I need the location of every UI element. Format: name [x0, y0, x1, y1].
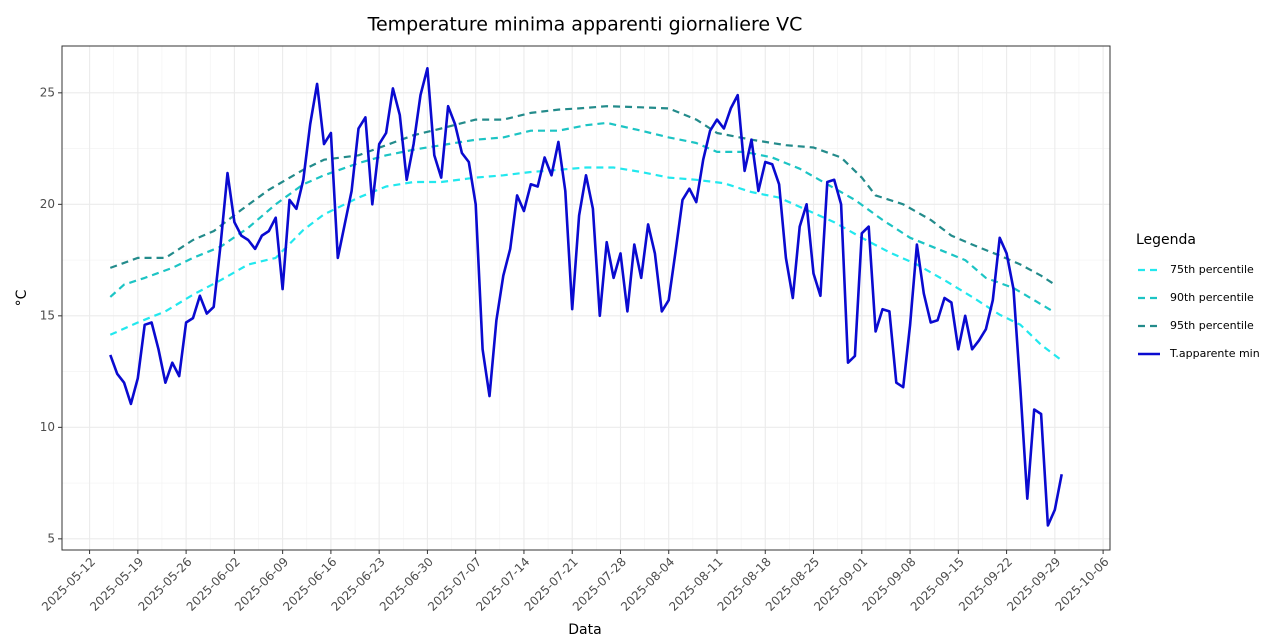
- series-line: [109, 121, 1056, 314]
- series-line: [109, 166, 1063, 362]
- x-axis-title: Data: [568, 622, 601, 638]
- chart-title: Temperature minima apparenti giornaliere…: [367, 14, 803, 36]
- y-tick-label: 20: [40, 197, 55, 211]
- series-line: [109, 105, 1056, 286]
- legend-label: 75th percentile: [1170, 263, 1254, 276]
- legend-label: 90th percentile: [1170, 291, 1254, 304]
- series-line: [109, 67, 1063, 527]
- legend-label: T.apparente min: [1169, 347, 1260, 360]
- legend-label: 95th percentile: [1170, 319, 1254, 332]
- y-tick-label: 10: [40, 420, 55, 434]
- y-axis-title: °C: [14, 289, 30, 306]
- y-tick-label: 15: [40, 308, 55, 322]
- plot-background: [62, 46, 1110, 550]
- legend-title: Legenda: [1136, 232, 1196, 248]
- plot-border: [61, 45, 1111, 551]
- y-tick-label: 25: [40, 85, 55, 99]
- y-tick-label: 5: [47, 531, 55, 545]
